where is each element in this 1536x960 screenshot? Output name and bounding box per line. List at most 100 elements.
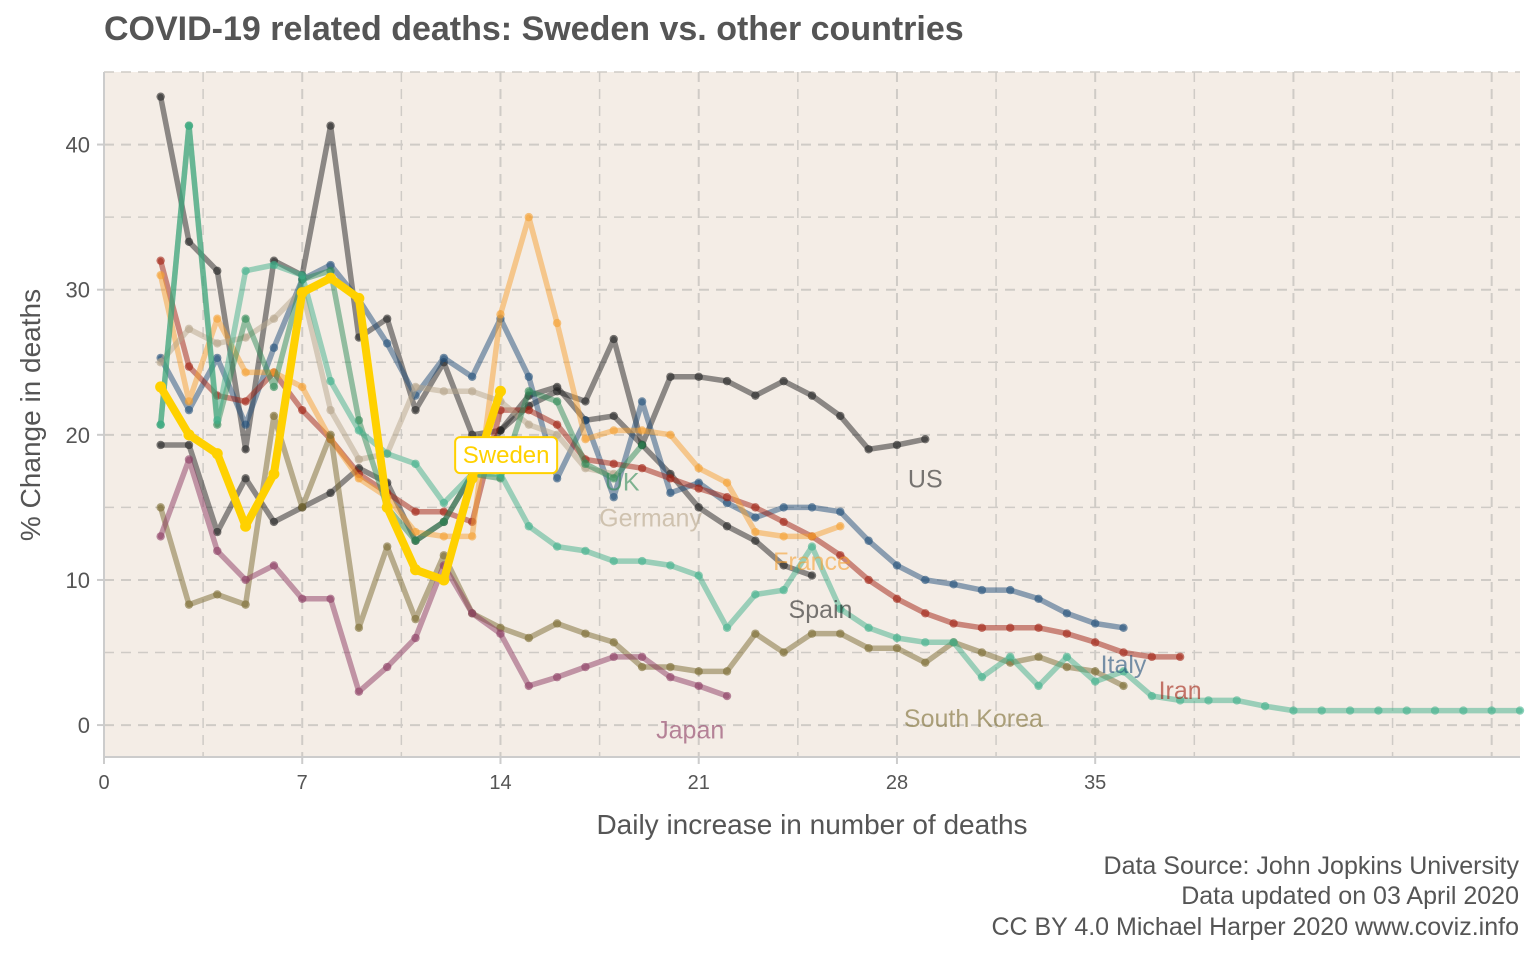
data-point bbox=[779, 648, 788, 657]
data-point bbox=[666, 372, 675, 381]
data-point bbox=[552, 382, 562, 392]
y-tick-label: 30 bbox=[66, 278, 90, 303]
data-point bbox=[1119, 667, 1128, 676]
data-point bbox=[411, 536, 420, 545]
data-point bbox=[411, 614, 420, 624]
data-point bbox=[836, 629, 845, 638]
data-point bbox=[524, 387, 533, 396]
data-point bbox=[298, 270, 307, 280]
series-label-box bbox=[454, 436, 559, 475]
data-point bbox=[298, 503, 307, 512]
series-label: US bbox=[908, 465, 943, 493]
data-point bbox=[241, 266, 250, 276]
data-point bbox=[1119, 648, 1128, 657]
data-point bbox=[156, 270, 165, 280]
data-point bbox=[269, 314, 279, 323]
data-point bbox=[807, 391, 817, 400]
data-point bbox=[213, 339, 222, 348]
data-point bbox=[1430, 706, 1440, 715]
data-point bbox=[779, 532, 788, 541]
x-axis-label: Daily increase in number of deaths bbox=[596, 809, 1027, 840]
data-point bbox=[524, 212, 533, 222]
data-point bbox=[1006, 652, 1015, 662]
data-point bbox=[411, 382, 420, 392]
data-point bbox=[666, 488, 675, 498]
series-label: Italy bbox=[1101, 651, 1147, 679]
data-point bbox=[864, 445, 873, 454]
data-point bbox=[241, 397, 250, 406]
data-point bbox=[438, 574, 450, 586]
data-point bbox=[213, 314, 222, 323]
data-point bbox=[241, 474, 250, 483]
data-point bbox=[524, 405, 533, 415]
data-point bbox=[326, 594, 335, 604]
data-point bbox=[609, 459, 618, 469]
data-point bbox=[466, 472, 478, 484]
data-point bbox=[354, 455, 364, 464]
data-point bbox=[184, 397, 194, 406]
data-point bbox=[1034, 594, 1043, 604]
data-point bbox=[381, 501, 393, 513]
data-point bbox=[183, 429, 195, 441]
data-point bbox=[892, 561, 902, 570]
data-point bbox=[694, 571, 703, 580]
data-point bbox=[666, 430, 675, 440]
data-point bbox=[354, 687, 364, 696]
data-point bbox=[779, 503, 788, 512]
data-point bbox=[694, 681, 703, 691]
data-point bbox=[494, 385, 506, 397]
data-point bbox=[298, 382, 307, 392]
data-point bbox=[637, 556, 647, 566]
data-point bbox=[325, 272, 337, 284]
data-point bbox=[694, 667, 703, 676]
data-point bbox=[439, 498, 449, 508]
data-point bbox=[722, 493, 732, 502]
y-tick-label: 10 bbox=[66, 568, 90, 593]
data-point bbox=[751, 590, 760, 599]
data-point bbox=[581, 629, 590, 638]
data-point bbox=[552, 619, 562, 628]
data-point bbox=[383, 339, 392, 348]
data-point bbox=[326, 488, 335, 498]
data-point bbox=[1091, 667, 1100, 676]
data-point bbox=[353, 292, 365, 304]
data-point bbox=[864, 643, 873, 653]
data-point bbox=[213, 590, 222, 599]
x-tick-label: 28 bbox=[886, 772, 908, 794]
data-point bbox=[581, 397, 590, 406]
data-point bbox=[298, 594, 307, 604]
data-point bbox=[694, 478, 703, 487]
series-france bbox=[156, 212, 845, 541]
data-point bbox=[411, 507, 420, 516]
data-point bbox=[269, 517, 279, 527]
data-point bbox=[383, 662, 392, 672]
data-point bbox=[296, 287, 308, 299]
data-point bbox=[411, 633, 420, 643]
data-point bbox=[694, 503, 703, 512]
data-point bbox=[892, 594, 902, 604]
series-label: Japan bbox=[656, 716, 724, 744]
data-point bbox=[439, 517, 449, 527]
chart-title: COVID-19 related deaths: Sweden vs. othe… bbox=[104, 10, 964, 48]
data-point bbox=[298, 405, 307, 415]
data-point bbox=[156, 92, 165, 101]
data-point bbox=[977, 585, 987, 595]
y-tick-label: 0 bbox=[78, 713, 90, 738]
data-point bbox=[722, 522, 732, 531]
series-label: UK bbox=[605, 468, 640, 496]
data-point bbox=[637, 426, 647, 435]
y-tick-label: 20 bbox=[66, 423, 90, 448]
data-point bbox=[1062, 609, 1072, 618]
data-point bbox=[807, 571, 817, 580]
data-point bbox=[552, 397, 562, 406]
data-point bbox=[155, 381, 167, 393]
data-point bbox=[1119, 623, 1128, 633]
data-point bbox=[836, 411, 845, 421]
data-point bbox=[213, 527, 222, 537]
data-point bbox=[241, 575, 250, 585]
series-label: Sweden bbox=[463, 442, 550, 469]
data-point bbox=[213, 266, 222, 276]
data-point bbox=[1317, 706, 1326, 715]
series-label: Spain bbox=[789, 596, 853, 624]
data-point bbox=[722, 691, 732, 701]
